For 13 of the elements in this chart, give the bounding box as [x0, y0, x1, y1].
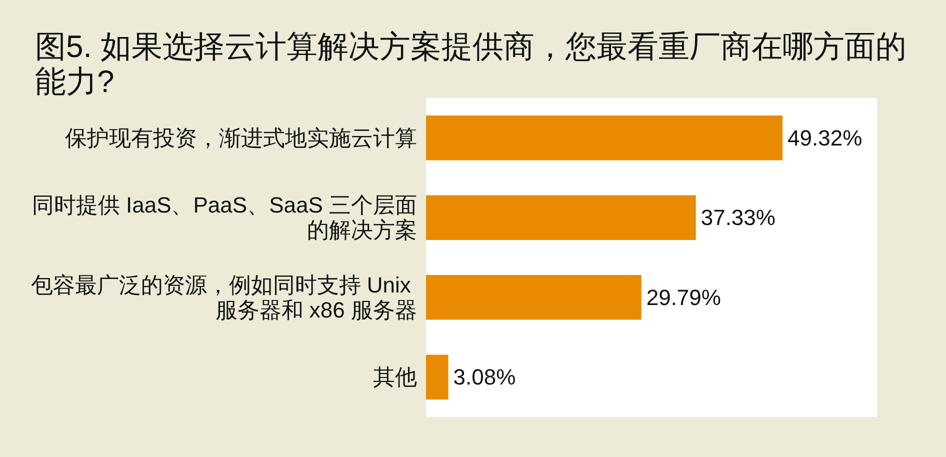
chart-title: 图5. 如果选择云计算解决方案提供商，您最看重厂商在哪方面的能力? — [35, 29, 906, 99]
bar — [426, 275, 642, 320]
data-label: 49.32% — [788, 125, 862, 150]
bar — [426, 116, 783, 160]
y-tick-label: 保护现有投资，渐进式地实施云计算 — [65, 125, 417, 150]
data-label: 29.79% — [646, 284, 721, 310]
data-label: 3.08% — [453, 364, 516, 390]
data-label: 37.33% — [700, 205, 776, 230]
bar — [426, 195, 696, 240]
y-tick-label: 包容最广泛的资源，例如同时支持 Unix 服务器和 x86 服务器 — [30, 272, 417, 322]
y-tick-label: 其他 — [373, 364, 417, 390]
bar — [426, 354, 448, 400]
y-tick-label: 同时提供 IaaS、PaaS、SaaS 三个层面的解决方案 — [32, 192, 417, 243]
